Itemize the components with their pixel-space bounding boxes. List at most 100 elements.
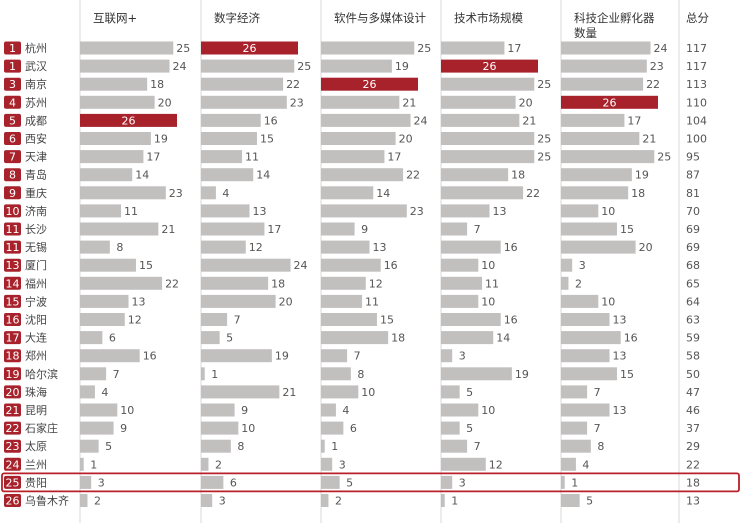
score-bar xyxy=(201,41,298,55)
score-bar xyxy=(441,186,524,200)
city-name: 杭州 xyxy=(25,41,47,55)
score-label: 3 xyxy=(98,476,105,489)
rank-label: 1 xyxy=(9,60,16,73)
score-label: 18 xyxy=(631,187,645,200)
city-name: 无锡 xyxy=(25,240,47,254)
score-bar xyxy=(561,77,644,91)
rank-badge xyxy=(4,77,21,91)
score-label: 25 xyxy=(657,151,671,164)
score-bar xyxy=(441,132,535,145)
score-label: 17 xyxy=(507,42,521,55)
score-label: 19 xyxy=(154,133,168,146)
rank-label: 13 xyxy=(6,259,20,272)
score-label: 6 xyxy=(350,422,357,435)
score-bar xyxy=(321,41,415,55)
total-score: 65 xyxy=(686,277,700,290)
score-label: 11 xyxy=(485,277,499,290)
score-label: 20 xyxy=(639,241,653,254)
total-score: 46 xyxy=(686,404,700,417)
score-bar xyxy=(321,204,407,218)
score-label: 6 xyxy=(109,332,116,345)
score-label: 8 xyxy=(116,241,123,254)
city-name: 成都 xyxy=(25,114,47,127)
score-bar xyxy=(561,132,640,145)
score-label: 18 xyxy=(271,277,285,290)
score-label: 2 xyxy=(575,277,582,290)
score-bar xyxy=(321,367,351,381)
score-bar xyxy=(561,421,588,435)
score-label: 20 xyxy=(158,96,172,109)
rank-label: 18 xyxy=(6,350,20,363)
score-bar xyxy=(80,222,159,236)
score-bar xyxy=(561,240,636,254)
rank-badge xyxy=(4,349,21,363)
score-label: 26 xyxy=(122,114,136,127)
score-label: 10 xyxy=(361,386,375,399)
score-bar xyxy=(561,349,610,363)
table-row: 10 济南 11 13 23 13 10 70 xyxy=(4,204,700,218)
score-label: 1 xyxy=(331,440,338,453)
score-label: 13 xyxy=(613,314,627,327)
score-bar xyxy=(80,113,177,127)
score-bar xyxy=(201,258,291,272)
score-bar xyxy=(321,150,385,164)
score-bar xyxy=(441,59,538,73)
score-label: 16 xyxy=(384,259,398,272)
score-bar xyxy=(321,222,355,236)
total-score: 70 xyxy=(686,205,700,218)
score-label: 23 xyxy=(290,96,304,109)
rank-label: 16 xyxy=(6,314,20,327)
score-label: 12 xyxy=(489,458,503,471)
score-label: 4 xyxy=(582,458,589,471)
rank-badge xyxy=(4,439,21,453)
city-name: 沈阳 xyxy=(25,313,47,327)
score-label: 17 xyxy=(387,151,401,164)
score-bar xyxy=(321,385,359,399)
score-bar xyxy=(561,204,599,218)
score-bar xyxy=(321,349,348,363)
score-label: 25 xyxy=(176,42,190,55)
table-row: 6 西安 19 15 20 25 21 100 xyxy=(4,132,707,146)
score-label: 2 xyxy=(335,495,342,508)
rank-badge xyxy=(4,276,21,290)
total-score: 104 xyxy=(686,114,707,127)
total-score: 81 xyxy=(686,187,700,200)
rank-badge xyxy=(4,494,21,507)
score-label: 15 xyxy=(620,368,634,381)
column-header-4-line-1: 数量 xyxy=(574,26,597,40)
total-score: 117 xyxy=(686,42,707,55)
score-bar xyxy=(321,475,340,489)
rank-label: 11 xyxy=(6,241,20,254)
score-label: 17 xyxy=(267,223,281,236)
score-label: 9 xyxy=(120,422,127,435)
score-label: 22 xyxy=(406,169,420,182)
score-bar xyxy=(80,349,140,363)
score-bar xyxy=(80,77,148,91)
rank-label: 21 xyxy=(6,404,20,417)
score-label: 16 xyxy=(143,350,157,363)
score-bar xyxy=(441,349,453,363)
score-label: 13 xyxy=(613,404,627,417)
highlight-outline xyxy=(1,472,740,493)
score-label: 21 xyxy=(642,133,656,146)
table-row: 23 太原 5 8 1 7 8 29 xyxy=(4,439,700,453)
rank-label: 8 xyxy=(9,169,16,182)
score-bar xyxy=(80,150,144,164)
score-label: 22 xyxy=(526,187,540,200)
score-bar xyxy=(80,41,174,55)
score-label: 2 xyxy=(94,495,101,508)
score-label: 3 xyxy=(219,495,226,508)
score-bar xyxy=(321,457,333,471)
score-label: 13 xyxy=(373,241,387,254)
score-bar xyxy=(201,168,254,182)
score-label: 20 xyxy=(399,133,413,146)
score-bar xyxy=(201,421,239,435)
table-row: 3 南京 18 22 26 25 22 113 xyxy=(4,77,707,91)
score-bar xyxy=(201,457,209,471)
score-bar xyxy=(80,313,125,326)
city-name: 长沙 xyxy=(25,223,47,236)
city-name: 济南 xyxy=(25,204,47,218)
score-label: 25 xyxy=(537,133,551,146)
score-bar xyxy=(80,132,151,145)
